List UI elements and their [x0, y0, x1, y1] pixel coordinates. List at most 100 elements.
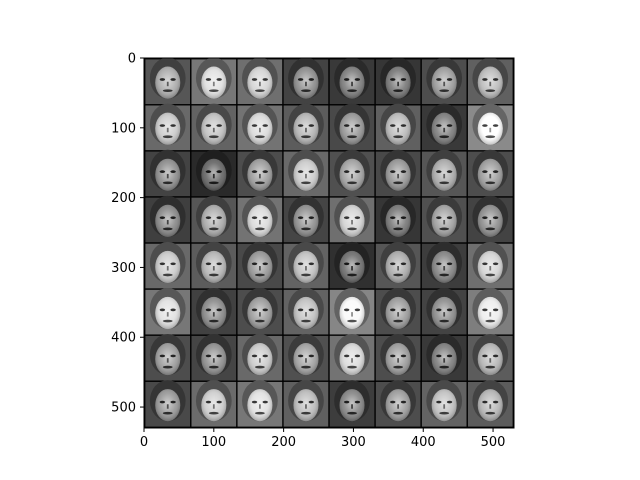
- nose: [258, 81, 261, 87]
- face-tile: [375, 287, 421, 335]
- eye-left: [436, 262, 442, 266]
- face-tile: [329, 103, 375, 151]
- mouth: [347, 273, 357, 277]
- nose: [166, 173, 169, 179]
- mouth: [347, 135, 357, 139]
- mouth: [301, 411, 311, 415]
- face-tile: [421, 287, 467, 335]
- eye-right: [492, 170, 499, 173]
- mouth: [301, 365, 311, 369]
- face-tile: [421, 334, 467, 381]
- eye-left: [343, 400, 350, 404]
- eye-right: [308, 78, 315, 81]
- eye-right: [400, 262, 407, 266]
- mouth: [301, 273, 311, 277]
- mouth: [254, 227, 265, 231]
- nose: [212, 219, 215, 225]
- eye-left: [436, 124, 442, 127]
- eye-left: [205, 262, 212, 266]
- face-tile: [375, 103, 421, 151]
- eye-right: [308, 308, 315, 312]
- nose: [305, 312, 307, 317]
- eye-left: [482, 78, 488, 81]
- mouth: [485, 181, 496, 185]
- eye-right: [216, 78, 222, 81]
- nose: [443, 358, 446, 363]
- nose: [443, 312, 446, 317]
- eye-right: [354, 170, 361, 173]
- mouth: [208, 273, 219, 277]
- mouth: [439, 135, 450, 139]
- face-tile: [191, 57, 237, 105]
- mouth: [485, 227, 496, 231]
- mouth: [393, 181, 404, 185]
- face-tile: [283, 334, 329, 381]
- nose: [351, 404, 353, 409]
- face-tile: [467, 334, 513, 381]
- face-tile: [191, 241, 237, 289]
- eye-left: [343, 262, 350, 266]
- eye-left: [390, 170, 396, 173]
- y-tick-label: 300: [111, 261, 136, 276]
- face-tile: [237, 241, 283, 289]
- face-tile: [467, 287, 513, 335]
- mouth: [208, 365, 219, 369]
- mouth: [439, 89, 450, 93]
- eye-left: [482, 216, 488, 220]
- face-tile: [421, 380, 467, 427]
- face-tile: [421, 195, 467, 243]
- face-tile: [329, 380, 375, 427]
- mouth: [301, 135, 311, 139]
- face-tile: [283, 149, 329, 197]
- face-tile: [145, 241, 191, 289]
- face-tile: [237, 103, 283, 151]
- eye-left: [482, 308, 488, 312]
- eye-left: [297, 124, 304, 127]
- eye-right: [400, 170, 407, 173]
- nose: [258, 266, 261, 271]
- mouth: [347, 227, 357, 231]
- mouth: [208, 89, 219, 93]
- nose: [397, 219, 400, 225]
- mouth: [393, 365, 404, 369]
- mouth: [162, 181, 173, 185]
- mouth: [393, 273, 404, 277]
- eye-left: [343, 216, 350, 220]
- eye-right: [262, 262, 268, 266]
- face-tile: [375, 334, 421, 381]
- eye-left: [343, 78, 350, 81]
- eye-right: [262, 216, 268, 220]
- nose: [397, 127, 400, 133]
- mouth: [301, 319, 311, 323]
- nose: [351, 358, 353, 363]
- nose: [166, 404, 169, 409]
- nose: [397, 173, 400, 179]
- eye-right: [262, 400, 268, 404]
- eye-right: [492, 124, 499, 127]
- eye-left: [482, 170, 488, 173]
- face-tile: [145, 103, 191, 151]
- face-tile: [283, 241, 329, 289]
- eye-left: [297, 78, 304, 81]
- eye-left: [159, 308, 166, 312]
- mouth: [162, 135, 173, 139]
- mouth: [485, 319, 496, 323]
- eye-right: [446, 216, 453, 220]
- nose: [166, 358, 169, 363]
- mouth: [254, 273, 265, 277]
- eye-left: [159, 78, 166, 81]
- eye-right: [262, 354, 268, 358]
- eye-right: [216, 124, 222, 127]
- face-tile: [191, 334, 237, 381]
- eye-right: [354, 216, 361, 220]
- eye-right: [170, 308, 176, 312]
- mouth: [347, 181, 357, 185]
- mouth: [485, 273, 496, 277]
- eye-left: [436, 354, 442, 358]
- face-tile: [329, 287, 375, 335]
- mouth: [162, 411, 173, 415]
- face-tile: [145, 334, 191, 381]
- eye-right: [308, 354, 315, 358]
- mouth: [254, 89, 265, 93]
- eye-right: [446, 170, 453, 173]
